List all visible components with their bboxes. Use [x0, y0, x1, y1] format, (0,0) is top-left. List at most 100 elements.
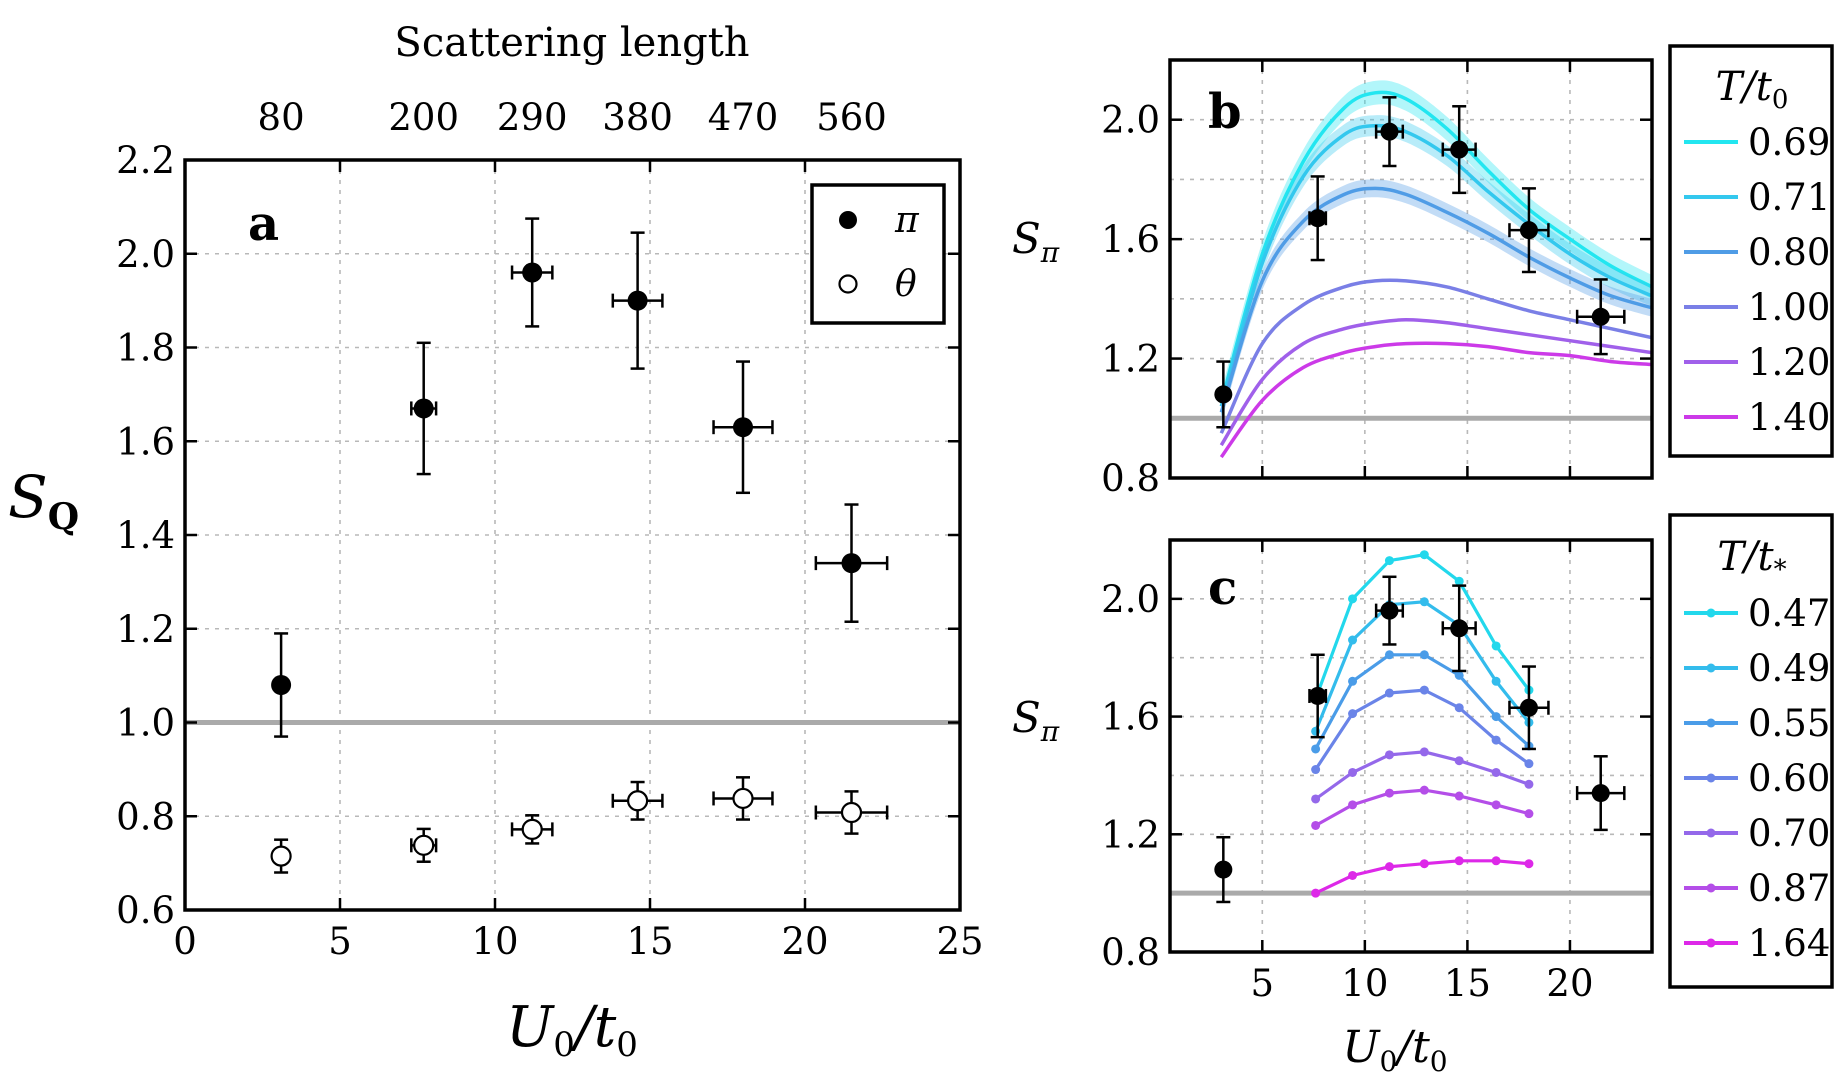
c-curve-2-marker-4: [1454, 670, 1464, 680]
c-point-5: [1591, 784, 1610, 803]
c-curve-5-marker-3: [1419, 785, 1429, 795]
c-curve-1-marker-3: [1419, 597, 1429, 607]
c-curve-4-marker-4: [1454, 756, 1464, 766]
a-ytick-label-2: 1.0: [116, 702, 175, 745]
a-s1-point-4: [732, 787, 754, 810]
b-curve-5: [1219, 341, 1653, 459]
c-legend-box: [1668, 513, 1834, 989]
c-curve-3-marker-4: [1454, 703, 1464, 713]
c-panel-letter: c: [1208, 560, 1237, 616]
c-legend-title: T/t*: [1717, 534, 1786, 585]
c-ytick-label-2: 1.6: [1101, 696, 1160, 739]
b-point-1: [1308, 209, 1327, 228]
a-top-tick-label-5: 560: [816, 96, 887, 139]
c-plot-frame: [1168, 538, 1654, 954]
c-curve-2-marker-3: [1419, 650, 1429, 660]
c-legend-label-2: 0.55: [1748, 702, 1830, 745]
b-legend: T/t0 0.69 0.71 0.80 1.00 1.20 1.40: [1668, 44, 1834, 458]
c-curve-5-marker-0: [1311, 820, 1321, 830]
a-s0-point-0: [271, 675, 292, 695]
a-x-axis-label: U0/t0: [506, 995, 638, 1065]
b-point-5: [1591, 307, 1610, 326]
a-y-axis-label: SQ: [8, 463, 79, 538]
a-ytick-label-8: 2.2: [116, 139, 175, 182]
c-curve-4-marker-1: [1348, 767, 1358, 777]
c-xtick-label-1: 10: [1341, 962, 1388, 1005]
c-curve-3-marker-3: [1419, 685, 1429, 695]
c-legend-title-sub: *: [1774, 555, 1787, 585]
a-legend-box: [810, 183, 946, 325]
c-curve-4-marker-3: [1419, 747, 1429, 757]
a-xtick-label-1: 5: [328, 920, 352, 963]
b-legend-label-4: 1.20: [1748, 341, 1830, 384]
c-curve-0-marker-4: [1454, 576, 1464, 586]
c-ytick-label-3: 2.0: [1101, 578, 1160, 621]
a-top-ticks: 80 200 290 380 470 560: [258, 96, 887, 139]
c-legend: T/t* 0.47 0.49 0.55 0.60 0.70 0.87 1.64: [1668, 513, 1834, 989]
b-ytick-label-2: 1.6: [1101, 218, 1160, 261]
a-s1-point-2: [521, 818, 543, 840]
b-ytick-label-3: 2.0: [1101, 99, 1160, 142]
a-s0-point-1: [413, 398, 434, 419]
b-legend-label-3: 1.00: [1748, 286, 1830, 329]
c-curve-5-marker-5: [1491, 800, 1501, 810]
b-panel-letter: b: [1208, 84, 1242, 140]
b-legend-title: T/t0: [1716, 64, 1789, 115]
b-y-axis-label: Sπ: [1012, 214, 1060, 269]
a-top-tick-label-4: 470: [708, 96, 779, 139]
b-ytick-label-0: 0.8: [1101, 457, 1160, 500]
c-curve-4-marker-2: [1384, 750, 1394, 760]
c-legend-entries: 0.47 0.49 0.55 0.60 0.70 0.87 1.64: [1684, 592, 1830, 965]
a-ytick-label-6: 1.8: [116, 327, 175, 370]
c-curve-4-marker-5: [1491, 767, 1501, 777]
a-y-ticks: 0.6 0.8 1.0 1.2 1.4 1.6 1.8 2.0 2.2: [116, 139, 960, 932]
b-data-points: [1214, 96, 1626, 429]
b-legend-label-1: 0.71: [1748, 176, 1830, 219]
c-ylabel-main: S: [1012, 693, 1041, 742]
c-legend-swatch-dot-2: [1706, 718, 1716, 728]
c-ytick-label-1: 1.2: [1101, 813, 1160, 856]
a-xtick-label-5: 25: [936, 920, 983, 963]
b-legend-entries: 0.69 0.71 0.80 1.00 1.20 1.40: [1684, 121, 1830, 439]
c-curve-1-marker-1: [1348, 635, 1358, 645]
b-curve-3: [1219, 278, 1653, 434]
c-curve-3-marker-0: [1311, 765, 1321, 775]
c-legend-label-6: 1.64: [1748, 922, 1830, 965]
a-s0-point-5: [841, 553, 862, 574]
c-legend-label-1: 0.49: [1748, 647, 1830, 690]
b-curve-2: [1219, 186, 1653, 413]
c-x-ticks: 5 10 15 20: [1251, 540, 1594, 1005]
c-curve-6-marker-2: [1384, 862, 1394, 872]
c-curve-2: [1314, 653, 1530, 750]
c-point-3: [1450, 619, 1469, 638]
c-curve-4-marker-0: [1311, 794, 1321, 804]
c-legend-swatch-dot-6: [1706, 938, 1716, 948]
c-curve-0-marker-1: [1348, 594, 1358, 604]
panel-b: 0.8 1.2 1.6 2.0 b Sπ T/t0 0.69 0.71 0.80 1.00 1…: [1012, 44, 1834, 500]
a-s1-point-1: [413, 834, 435, 856]
c-curve-2-marker-0: [1311, 744, 1321, 754]
c-x-axis-label: U0/t0: [1342, 1022, 1447, 1078]
c-legend-title-main: T: [1717, 534, 1747, 580]
b-ylabel-sub: π: [1040, 236, 1060, 269]
b-legend-label-5: 1.40: [1748, 396, 1830, 439]
a-top-axis-label: Scattering length: [394, 20, 749, 66]
b-legend-title-main: T: [1716, 64, 1746, 110]
c-legend-label-4: 0.70: [1748, 812, 1830, 855]
c-curve-6-marker-3: [1419, 859, 1429, 869]
a-ylabel-sub: Q: [48, 496, 79, 538]
b-model-curves: [1219, 80, 1653, 459]
a-x-ticks: 0 5 10 15 20 25: [173, 160, 984, 963]
a-ytick-label-0: 0.6: [116, 889, 175, 932]
c-legend-swatch-dot-3: [1706, 773, 1716, 783]
a-s1-point-5: [840, 801, 863, 824]
b-point-3: [1450, 140, 1469, 159]
c-xtick-label-2: 15: [1444, 962, 1491, 1005]
c-curve-6-marker-5: [1491, 856, 1501, 866]
b-legend-title-slash: /t: [1738, 64, 1772, 110]
a-ytick-label-4: 1.4: [116, 514, 175, 557]
a-ytick-label-7: 2.0: [116, 233, 175, 276]
c-curve-1-marker-5: [1491, 676, 1501, 686]
a-ytick-label-1: 0.8: [116, 795, 175, 838]
c-simulation-curves: [1311, 550, 1534, 898]
